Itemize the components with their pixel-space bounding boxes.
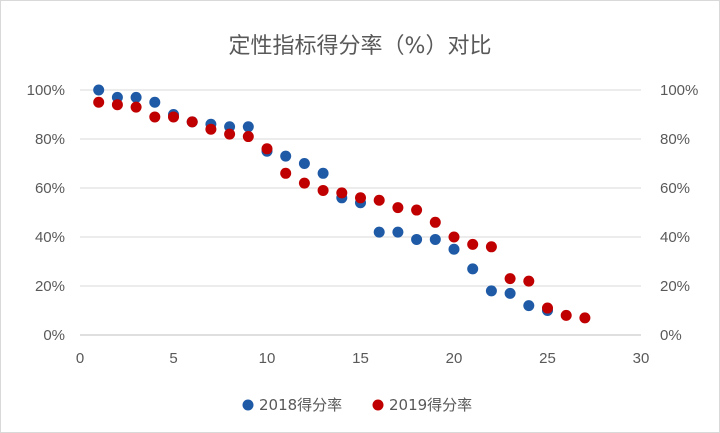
y2-tick-label: 100% <box>660 82 698 99</box>
x-tick-label: 30 <box>633 350 650 367</box>
x-tick-label: 15 <box>352 350 369 367</box>
y2-tick-labels: 0% 20% 40% 60% 80% 100% <box>660 82 698 344</box>
series-2 <box>93 96 591 324</box>
data-point <box>355 192 366 204</box>
data-point <box>429 233 441 245</box>
y-tick-label: 100% <box>27 82 65 99</box>
legend-label: 2018得分率 <box>259 396 342 414</box>
data-point <box>149 111 161 123</box>
y2-tick-label: 60% <box>660 180 690 197</box>
data-point <box>242 121 254 133</box>
data-point <box>149 96 161 108</box>
y-tick-label: 60% <box>35 180 65 197</box>
data-point <box>392 202 404 214</box>
y-tick-label: 80% <box>35 131 65 148</box>
x-tick-label: 20 <box>446 350 463 367</box>
data-point <box>111 99 123 111</box>
data-point <box>186 116 198 128</box>
data-point <box>280 167 292 179</box>
y2-tick-label: 80% <box>660 131 690 148</box>
data-point <box>298 158 310 169</box>
y2-tick-label: 40% <box>660 229 690 246</box>
data-point <box>336 187 348 199</box>
data-point <box>242 131 254 143</box>
data-point <box>411 233 423 245</box>
data-point <box>542 302 553 314</box>
data-point <box>411 204 423 216</box>
data-point <box>579 312 591 324</box>
legend-marker <box>372 399 384 411</box>
data-point <box>168 111 179 123</box>
data-point <box>93 84 105 96</box>
data-point <box>504 287 516 299</box>
legend-label: 2019得分率 <box>389 396 472 414</box>
x-tick-label: 25 <box>539 350 556 367</box>
x-tick-labels: 0 5 10 15 20 25 30 <box>76 350 650 367</box>
data-point <box>317 167 329 179</box>
data-point <box>130 101 142 113</box>
data-point <box>485 285 497 297</box>
x-tick-label: 5 <box>169 350 177 367</box>
y-tick-labels: 0% 20% 40% 60% 80% 100% <box>27 82 65 344</box>
data-point <box>467 263 479 275</box>
data-point <box>485 241 497 253</box>
data-point <box>317 184 329 196</box>
data-point <box>560 309 572 321</box>
data-point <box>130 91 142 103</box>
data-point <box>205 123 217 135</box>
legend-marker <box>242 399 254 411</box>
data-point <box>261 143 273 155</box>
data-point <box>429 216 441 228</box>
chart-title: 定性指标得分率（%）对比 <box>229 34 492 59</box>
data-point <box>448 243 460 255</box>
x-tick-label: 10 <box>259 350 276 367</box>
x-tick-label: 0 <box>76 350 84 367</box>
data-point <box>467 238 479 250</box>
series-1 <box>93 84 553 316</box>
data-points <box>93 84 591 324</box>
y2-tick-label: 0% <box>660 327 682 344</box>
data-point <box>93 96 105 108</box>
y2-tick-label: 20% <box>660 278 690 295</box>
data-point <box>280 150 292 162</box>
data-point <box>392 226 404 238</box>
y-tick-label: 20% <box>35 278 65 295</box>
data-point <box>224 128 236 140</box>
data-point <box>448 231 460 243</box>
gridlines <box>80 89 641 287</box>
data-point <box>523 275 535 287</box>
legend: 2018得分率 2019得分率 <box>242 396 472 414</box>
y-tick-label: 0% <box>43 327 65 344</box>
y-tick-label: 40% <box>35 229 65 246</box>
data-point <box>523 300 535 312</box>
data-point <box>504 273 516 285</box>
data-point <box>373 226 385 238</box>
data-point <box>373 194 385 206</box>
data-point <box>298 177 310 189</box>
